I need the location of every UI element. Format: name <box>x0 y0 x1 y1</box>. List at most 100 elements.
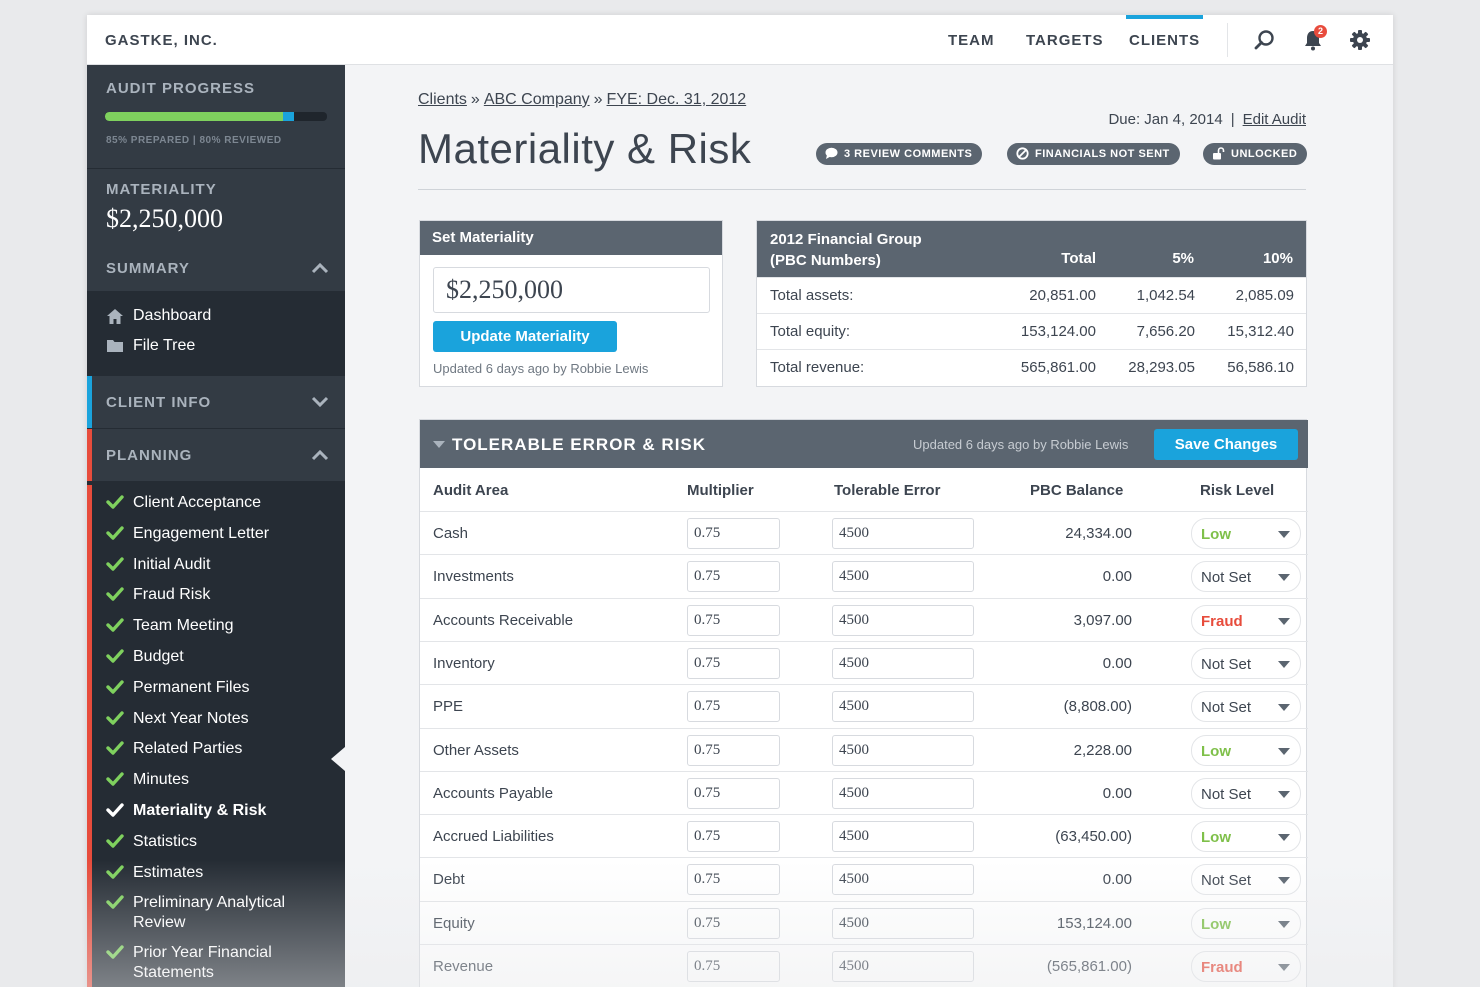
audit-area-label: Inventory <box>433 654 495 672</box>
risk-level-select[interactable]: Low <box>1191 907 1301 939</box>
nav-team[interactable]: TEAM <box>948 32 995 49</box>
multiplier-input[interactable] <box>687 864 780 896</box>
tolerable-error-input[interactable] <box>832 647 974 679</box>
materiality-input[interactable] <box>433 267 710 313</box>
app-window: GASTKE, INC. TEAM TARGETS CLIENTS 2 AUDI… <box>87 15 1393 987</box>
table-row: Equity 153,124.00 Low <box>420 900 1308 944</box>
check-icon <box>106 864 124 879</box>
breadcrumb-client[interactable]: ABC Company <box>483 91 590 108</box>
sidebar-item-planning[interactable]: Materiality & Risk <box>106 801 336 821</box>
tolerable-error-input[interactable] <box>832 777 974 809</box>
due-info: Due: Jan 4, 2014 | Edit Audit <box>1108 111 1306 128</box>
collapse-caret-icon[interactable] <box>433 441 445 448</box>
tolerable-error-input[interactable] <box>832 561 974 593</box>
check-icon <box>106 495 124 509</box>
save-changes-button[interactable]: Save Changes <box>1154 429 1298 460</box>
risk-level-select[interactable]: Not Set <box>1191 777 1301 809</box>
sidebar-item-planning[interactable]: Minutes <box>106 770 336 790</box>
risk-level-select[interactable]: Low <box>1191 518 1301 549</box>
risk-level-select[interactable]: Fraud <box>1191 604 1301 636</box>
breadcrumb-fye[interactable]: FYE: Dec. 31, 2012 <box>606 91 747 108</box>
sidebar-item-planning[interactable]: Engagement Letter <box>106 524 336 544</box>
multiplier-input[interactable] <box>687 691 780 723</box>
tolerable-error-input[interactable] <box>832 864 974 896</box>
tolerable-error-input[interactable] <box>832 734 974 766</box>
sidebar-item-label: Budget <box>133 648 184 665</box>
pill-label: 3 REVIEW COMMENTS <box>844 148 973 160</box>
audit-progress-title: AUDIT PROGRESS <box>106 80 256 97</box>
nav-targets[interactable]: TARGETS <box>1026 32 1104 49</box>
multiplier-input[interactable] <box>687 821 780 853</box>
risk-level-value: Not Set <box>1201 569 1252 587</box>
risk-level-select[interactable]: Not Set <box>1191 864 1301 896</box>
risk-level-select[interactable]: Not Set <box>1191 691 1301 723</box>
sidebar-item-planning[interactable]: Estimates <box>106 863 336 883</box>
risk-level-value: Low <box>1201 742 1231 760</box>
financials-not-sent-pill[interactable]: FINANCIALS NOT SENT <box>1007 143 1180 165</box>
sidebar-item-planning[interactable]: Related Parties <box>106 739 336 759</box>
risk-level-select[interactable]: Low <box>1191 734 1301 766</box>
multiplier-input[interactable] <box>687 604 780 636</box>
breadcrumb-clients[interactable]: Clients <box>418 91 467 108</box>
audit-area-label: Other Assets <box>433 741 519 759</box>
risk-level-select[interactable]: Not Set <box>1191 647 1301 679</box>
row-total: 153,124.00 <box>956 313 1096 350</box>
check-icon <box>106 587 124 602</box>
tolerable-error-input[interactable] <box>832 951 974 982</box>
multiplier-input[interactable] <box>687 734 780 766</box>
materiality-value: $2,250,000 <box>106 204 223 233</box>
sidebar-item-planning[interactable]: Team Meeting <box>106 616 336 636</box>
risk-level-select[interactable]: Not Set <box>1191 561 1301 593</box>
gear-icon[interactable] <box>1349 29 1371 51</box>
tolerable-error-input[interactable] <box>832 604 974 636</box>
multiplier-input[interactable] <box>687 561 780 593</box>
multiplier-input[interactable] <box>687 951 780 982</box>
edit-audit-link[interactable]: Edit Audit <box>1242 111 1306 128</box>
risk-level-value: Fraud <box>1201 612 1243 630</box>
multiplier-input[interactable] <box>687 647 780 679</box>
client-info-stripe <box>87 376 92 428</box>
client-info-section-toggle[interactable]: CLIENT INFO <box>87 376 345 428</box>
sidebar-item-planning[interactable]: Prior Year Financial Statements <box>106 943 336 983</box>
audit-progress-bar <box>105 112 327 121</box>
tolerable-error-input[interactable] <box>832 691 974 723</box>
sidebar-item-planning[interactable]: Statistics <box>106 832 336 852</box>
multiplier-input[interactable] <box>687 518 780 549</box>
tolerable-error-input[interactable] <box>832 907 974 939</box>
pbc-balance-value: 153,124.00 <box>1056 914 1132 932</box>
financial-group-title: 2012 Financial Group (PBC Numbers) <box>770 229 922 271</box>
sidebar-item-label: Prior Year Financial Statements <box>133 944 272 982</box>
summary-section-toggle[interactable]: SUMMARY <box>87 245 345 291</box>
unlocked-pill[interactable]: UNLOCKED <box>1203 143 1308 165</box>
risk-level-select[interactable]: Fraud <box>1191 951 1301 982</box>
nav-clients[interactable]: CLIENTS <box>1125 15 1204 49</box>
multiplier-input[interactable] <box>687 777 780 809</box>
planning-section-toggle[interactable]: PLANNING <box>87 429 345 481</box>
sidebar-item-planning[interactable]: Next Year Notes <box>106 709 336 729</box>
row-10pct: 56,586.10 <box>1195 349 1306 386</box>
table-row: Cash 24,334.00 Low <box>420 511 1308 554</box>
search-icon[interactable] <box>1254 29 1276 51</box>
blocked-icon <box>1016 147 1029 160</box>
tolerable-error-input[interactable] <box>832 821 974 853</box>
sidebar-item-planning[interactable]: Client Acceptance <box>106 493 336 513</box>
col-tolerable-error: Tolerable Error <box>834 482 941 499</box>
audit-area-label: Accounts Receivable <box>433 611 574 629</box>
row-total: 20,851.00 <box>956 277 1096 314</box>
multiplier-input[interactable] <box>687 907 780 939</box>
financial-row: Total assets: 20,851.00 1,042.54 2,085.09 <box>757 277 1306 314</box>
sidebar-item-planning[interactable]: Permanent Files <box>106 678 336 698</box>
review-comments-pill[interactable]: 3 REVIEW COMMENTS <box>816 143 983 165</box>
sidebar-item-planning[interactable]: Fraud Risk <box>106 585 336 605</box>
sidebar-item-planning[interactable]: Preliminary Analytical Review <box>106 893 336 933</box>
tolerable-error-input[interactable] <box>832 518 974 549</box>
update-materiality-button[interactable]: Update Materiality <box>433 321 617 352</box>
table-row: Other Assets 2,228.00 Low <box>420 727 1308 771</box>
check-icon <box>106 526 124 540</box>
bell-icon[interactable]: 2 <box>1302 25 1327 51</box>
sidebar-item-planning[interactable]: Initial Audit <box>106 555 336 575</box>
planning-list-stripe <box>87 485 92 987</box>
risk-level-select[interactable]: Low <box>1191 821 1301 853</box>
sidebar-item-planning[interactable]: Budget <box>106 647 336 667</box>
risk-level-value: Not Set <box>1201 655 1252 673</box>
